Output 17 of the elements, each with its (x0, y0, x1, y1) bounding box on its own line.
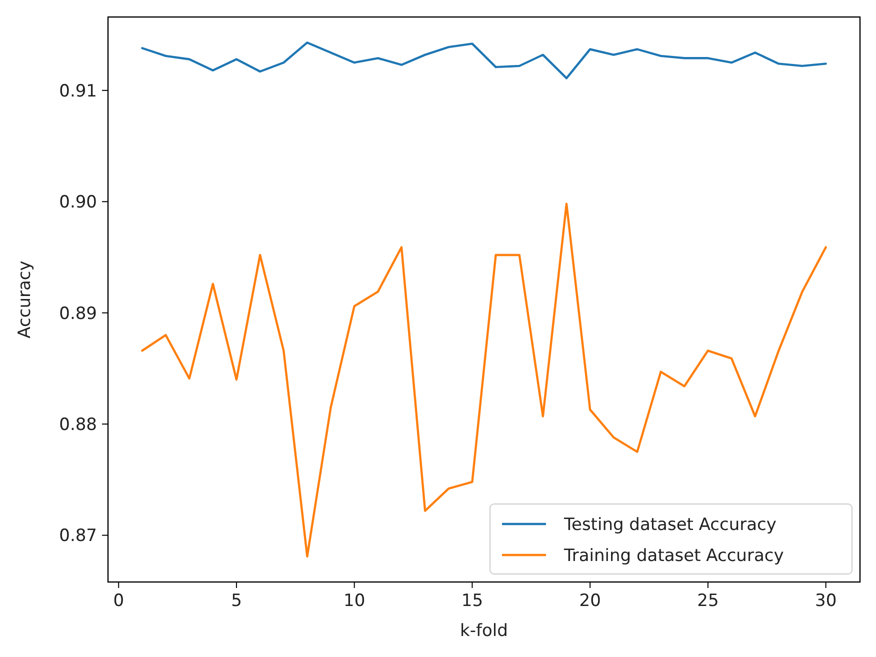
x-tick-label: 20 (579, 591, 601, 611)
y-axis-title: Accuracy (15, 260, 35, 338)
x-tick-label: 0 (113, 591, 124, 611)
y-tick-label: 0.89 (59, 304, 97, 324)
y-tick-label: 0.87 (59, 526, 97, 546)
x-tick-label: 10 (344, 591, 366, 611)
legend-label: Testing dataset Accuracy (563, 514, 776, 535)
legend-label: Training dataset Accuracy (563, 546, 784, 566)
x-axis-title: k-fold (460, 621, 508, 641)
y-tick-label: 0.91 (59, 81, 97, 102)
y-tick-label: 0.88 (59, 415, 97, 436)
x-tick-label: 5 (231, 591, 242, 611)
x-tick-label: 30 (815, 591, 837, 611)
line-series (141, 41, 827, 80)
x-tick-label: 25 (697, 591, 719, 611)
x-tick-label: 15 (461, 591, 484, 611)
y-tick-label: 0.90 (59, 192, 97, 213)
